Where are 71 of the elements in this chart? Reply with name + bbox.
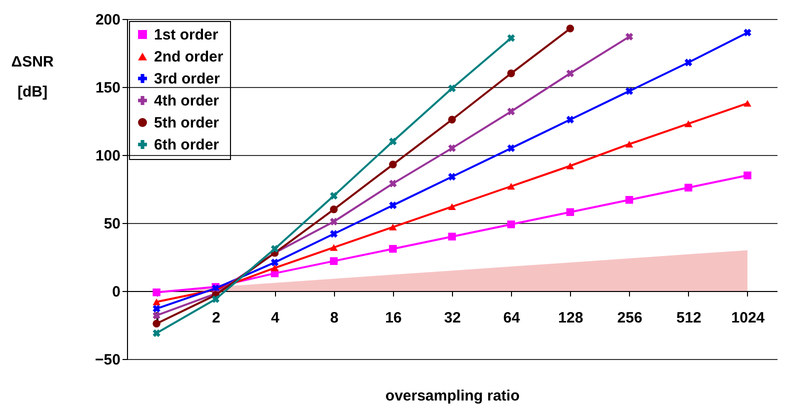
point — [152, 329, 160, 337]
legend-label: 3rd order — [154, 70, 220, 88]
legend-label: 2nd order — [154, 48, 224, 66]
point — [625, 196, 634, 204]
point — [389, 180, 397, 188]
point — [448, 232, 456, 240]
x-axis-title: oversampling ratio — [385, 388, 520, 404]
point — [566, 208, 574, 216]
y-axis-title: ΔSNR [dB] — [11, 54, 54, 100]
point — [152, 288, 160, 296]
point — [389, 201, 397, 210]
point — [330, 218, 338, 226]
point — [448, 172, 456, 181]
point — [507, 144, 515, 152]
point — [507, 220, 515, 228]
x-tick-label: 2 — [212, 310, 220, 326]
point — [566, 24, 574, 32]
point — [507, 108, 515, 116]
point — [448, 84, 456, 92]
point — [448, 203, 456, 210]
point — [389, 244, 397, 253]
point — [330, 244, 338, 251]
y-tick-label: 150 — [95, 80, 120, 96]
point — [152, 304, 160, 313]
point — [448, 144, 456, 152]
legend-label: 4th order — [154, 92, 220, 110]
y-tick-label: −50 — [95, 352, 120, 368]
point — [330, 257, 338, 265]
legend-label: 6th order — [154, 136, 220, 154]
point — [270, 258, 279, 266]
point — [330, 206, 338, 214]
y-tick-label: 200 — [95, 12, 120, 28]
point — [566, 162, 574, 170]
point — [212, 295, 220, 303]
point — [152, 298, 160, 306]
point — [507, 182, 515, 190]
point — [684, 120, 692, 128]
point — [389, 138, 397, 146]
x-tick-label: 32 — [444, 310, 461, 326]
x-tick-label: 256 — [617, 310, 642, 326]
x-tick-label: 1024 — [731, 310, 766, 326]
y-tick-label: 100 — [95, 148, 120, 164]
point — [625, 87, 634, 95]
point — [270, 264, 279, 272]
legend-label: 5th order — [154, 114, 220, 132]
x-tick-label: 128 — [558, 310, 584, 326]
point — [625, 32, 634, 41]
point — [330, 192, 338, 200]
point — [389, 160, 397, 168]
point — [625, 140, 634, 148]
x-tick-label: 16 — [385, 310, 402, 326]
point — [389, 224, 397, 230]
x-tick-label: 4 — [271, 310, 280, 326]
point — [744, 172, 752, 180]
point — [566, 70, 574, 78]
point — [566, 116, 574, 124]
y-tick-label: 50 — [104, 216, 120, 232]
x-tick-label: 8 — [330, 310, 338, 326]
point — [744, 28, 752, 36]
y-tick-label: 0 — [112, 284, 120, 300]
point — [330, 230, 338, 238]
point — [684, 184, 692, 192]
point — [270, 245, 279, 253]
x-tick-label: 512 — [676, 310, 702, 326]
x-tick-label: 64 — [503, 310, 521, 326]
legend-label: 1st order — [154, 26, 218, 44]
point — [507, 70, 515, 78]
point — [744, 100, 752, 107]
point — [448, 116, 456, 124]
point — [684, 58, 692, 66]
point — [507, 34, 515, 42]
